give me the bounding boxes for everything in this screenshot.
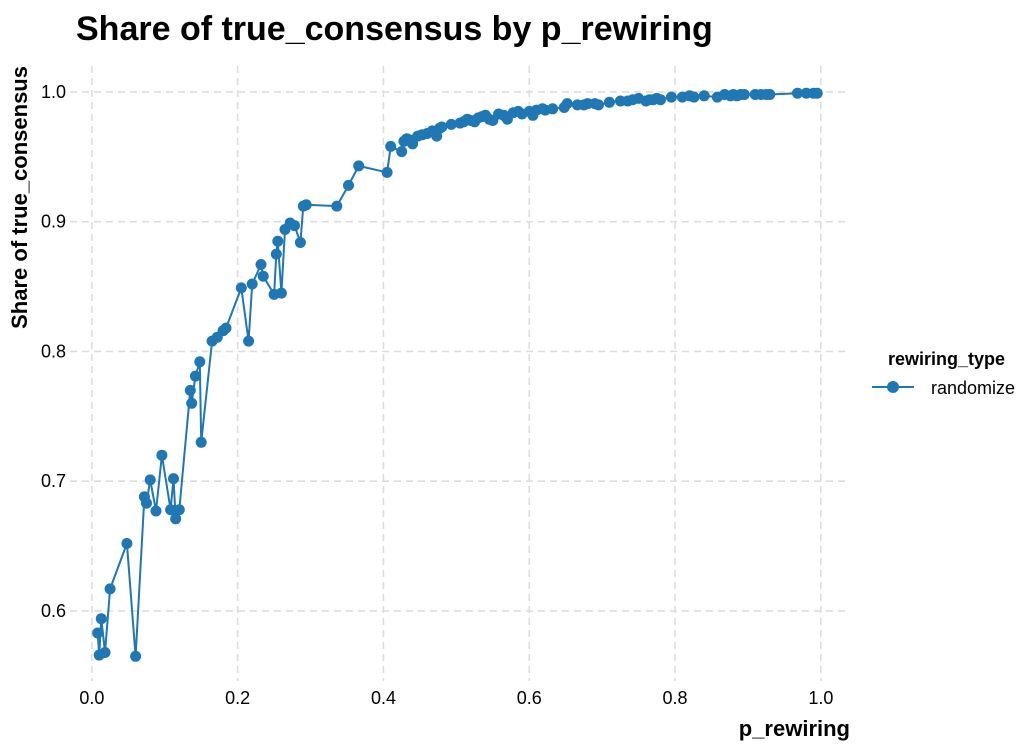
y-axis-title: Share of true_consensus xyxy=(7,66,32,329)
data-point xyxy=(130,650,142,662)
data-point xyxy=(665,91,677,103)
legend-title: rewiring_type xyxy=(888,349,1005,369)
y-tick-label: 1.0 xyxy=(41,82,66,102)
data-point xyxy=(144,474,156,486)
data-point xyxy=(92,627,104,639)
data-point xyxy=(811,87,823,99)
data-point xyxy=(655,94,666,106)
data-point xyxy=(141,497,152,509)
x-tick-label: 0.4 xyxy=(371,688,396,708)
data-point xyxy=(561,98,573,110)
data-point xyxy=(698,90,710,102)
x-tick-label: 0.8 xyxy=(663,688,688,708)
data-point xyxy=(220,322,232,334)
data-point xyxy=(688,91,700,103)
data-point xyxy=(170,513,182,525)
data-point xyxy=(385,140,397,152)
data-point xyxy=(436,121,448,133)
data-point xyxy=(270,248,282,260)
data-point xyxy=(104,583,116,595)
x-tick-label: 0.6 xyxy=(517,688,542,708)
data-point xyxy=(173,504,185,516)
data-point xyxy=(445,118,457,130)
data-point xyxy=(603,96,615,108)
data-point xyxy=(95,613,107,625)
y-tick-label: 0.9 xyxy=(41,212,66,232)
data-point xyxy=(168,473,179,485)
data-point xyxy=(189,370,201,382)
y-tick-label: 0.8 xyxy=(41,341,66,361)
data-point xyxy=(99,647,111,658)
data-point xyxy=(235,282,247,294)
data-point xyxy=(396,146,408,158)
legend-label-randomize: randomize xyxy=(931,378,1015,398)
data-point xyxy=(353,160,365,172)
data-point xyxy=(257,270,269,282)
data-point xyxy=(246,278,258,290)
data-point xyxy=(275,287,287,299)
x-tick-label: 0.0 xyxy=(79,688,104,708)
data-point xyxy=(343,179,354,191)
y-tick-label: 0.7 xyxy=(41,471,66,491)
x-axis-title: p_rewiring xyxy=(739,716,850,741)
data-point xyxy=(121,538,133,549)
data-point xyxy=(593,99,604,111)
data-point xyxy=(331,200,343,212)
data-point xyxy=(184,384,196,396)
chart-title: Share of true_consensus by p_rewiring xyxy=(76,10,713,48)
data-point xyxy=(156,449,168,461)
data-point xyxy=(738,89,750,100)
data-point xyxy=(792,87,803,99)
data-point xyxy=(255,259,267,270)
series-line-randomize xyxy=(96,92,818,658)
data-point xyxy=(150,505,162,517)
x-tick-label: 0.2 xyxy=(225,688,250,708)
y-tick-label: 0.6 xyxy=(41,601,66,621)
data-point xyxy=(165,504,177,516)
data-point xyxy=(195,436,207,448)
series-randomize xyxy=(92,87,823,662)
x-axis-ticks: 0.0 0.2 0.4 0.6 0.8 1.0 xyxy=(79,688,833,708)
data-point xyxy=(764,89,776,100)
x-tick-label: 1.0 xyxy=(808,688,833,708)
grid xyxy=(70,66,850,681)
data-point xyxy=(272,235,284,247)
data-point xyxy=(300,199,312,211)
data-point xyxy=(194,356,206,368)
data-point xyxy=(381,166,393,178)
data-point xyxy=(243,335,255,347)
data-point xyxy=(547,103,559,115)
y-axis-ticks: 0.6 0.7 0.8 0.9 1.0 xyxy=(41,82,66,621)
legend: rewiring_type randomize xyxy=(872,349,1015,398)
data-point xyxy=(289,220,300,232)
legend-marker xyxy=(887,381,899,393)
data-point xyxy=(186,397,198,409)
data-point xyxy=(294,237,306,248)
